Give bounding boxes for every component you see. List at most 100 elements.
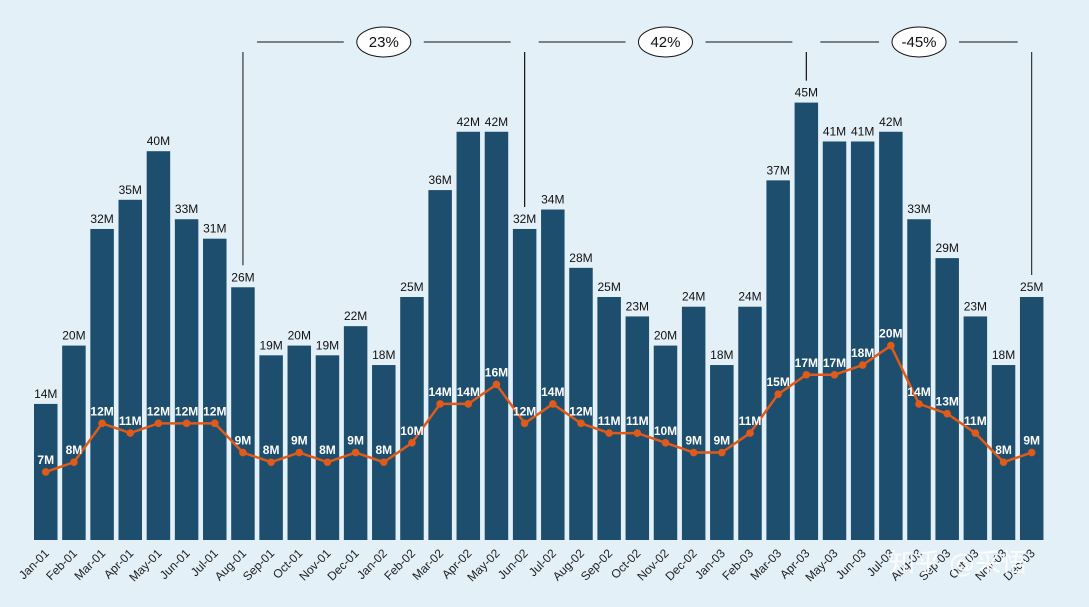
line-label-Oct-01: 9M bbox=[291, 434, 308, 448]
bar-label-Jan-03: 18M bbox=[710, 348, 733, 362]
annotation-2: -45% bbox=[805, 26, 1033, 275]
bar-Sep-02 bbox=[597, 297, 621, 540]
line-label-Mar-02: 14M bbox=[428, 385, 451, 399]
bar-label-Nov-03: 18M bbox=[992, 348, 1015, 362]
line-point-Jul-01 bbox=[210, 419, 219, 428]
line-label-Jun-03: 18M bbox=[851, 346, 874, 360]
line-point-Sep-01 bbox=[267, 458, 275, 467]
bar-label-Jun-02: 32M bbox=[513, 212, 536, 226]
line-point-Jul-02 bbox=[549, 400, 557, 408]
line-point-Oct-03 bbox=[971, 429, 980, 437]
line-label-Jul-03: 20M bbox=[879, 327, 902, 341]
bar-Mar-03 bbox=[766, 180, 790, 541]
line-point-Dec-01 bbox=[351, 448, 360, 457]
bar-Aug-03 bbox=[907, 219, 931, 541]
line-label-Oct-03: 11M bbox=[964, 414, 987, 428]
bar-label-Sep-02: 25M bbox=[597, 280, 620, 294]
annotation-0: 23% bbox=[242, 26, 526, 266]
bar-Mar-01 bbox=[90, 228, 114, 540]
line-label-Dec-02: 9M bbox=[685, 434, 702, 448]
line-point-Feb-03 bbox=[746, 429, 754, 437]
bar-label-May-02: 42M bbox=[485, 115, 508, 129]
tick-label-May-03: May-03 bbox=[802, 546, 840, 584]
line-label-Nov-02: 10M bbox=[654, 424, 677, 438]
line-label-Mar-03: 15M bbox=[766, 375, 789, 389]
line-point-Sep-02 bbox=[605, 429, 613, 437]
annotation-label: -45% bbox=[902, 34, 937, 51]
line-point-Oct-01 bbox=[295, 448, 304, 457]
bar-label-Aug-02: 28M bbox=[569, 251, 592, 265]
bar-Sep-01 bbox=[259, 355, 283, 540]
line-label-Jan-01: 7M bbox=[37, 453, 54, 467]
line-point-Aug-03 bbox=[915, 400, 923, 408]
bar-label-May-01: 40M bbox=[147, 134, 170, 148]
bar-label-May-03: 41M bbox=[823, 124, 846, 138]
line-point-Feb-01 bbox=[70, 458, 78, 467]
line-label-Jul-01: 12M bbox=[203, 404, 226, 418]
line-label-Mar-01: 12M bbox=[90, 404, 113, 418]
line-label-Feb-02: 10M bbox=[400, 424, 423, 438]
line-label-Sep-02: 11M bbox=[598, 414, 621, 428]
bar-May-01 bbox=[146, 151, 171, 540]
tick-label-Jun-03: Jun-03 bbox=[833, 546, 869, 582]
line-point-Dec-02 bbox=[689, 448, 698, 457]
line-label-Nov-01: 8M bbox=[319, 443, 336, 457]
line-label-Aug-02: 12M bbox=[569, 404, 592, 418]
bar-label-Mar-02: 36M bbox=[428, 173, 451, 187]
bar-label-Aug-01: 26M bbox=[231, 270, 254, 284]
bar-label-Apr-03: 45M bbox=[795, 86, 818, 100]
bar-label-Oct-02: 23M bbox=[626, 299, 649, 313]
line-point-Jun-03 bbox=[858, 361, 867, 369]
line-label-Aug-03: 14M bbox=[907, 385, 930, 399]
line-label-Nov-03: 8M bbox=[995, 443, 1012, 457]
line-point-Oct-02 bbox=[633, 429, 642, 437]
tick-label-Dec-02: Dec-02 bbox=[663, 546, 700, 583]
line-point-May-01 bbox=[154, 419, 163, 428]
bar-Jun-03 bbox=[850, 141, 875, 541]
line-point-Jun-01 bbox=[182, 419, 191, 428]
bar-Mar-02 bbox=[428, 190, 452, 540]
line-path bbox=[45, 343, 1033, 474]
bar-Jun-02 bbox=[512, 228, 537, 540]
bar-label-Jul-02: 34M bbox=[541, 193, 564, 207]
bar-Aug-01 bbox=[231, 287, 255, 540]
bar-label-Sep-01: 19M bbox=[259, 338, 282, 352]
line-label-Oct-02: 11M bbox=[626, 414, 649, 428]
bar-Jul-03 bbox=[879, 131, 903, 540]
tick-label-Mar-01: Mar-01 bbox=[71, 546, 108, 583]
annotation-ellipse bbox=[356, 26, 412, 58]
line-label-Jun-01: 12M bbox=[175, 404, 198, 418]
annotation-1: 42% bbox=[524, 26, 807, 207]
bar-Feb-03 bbox=[738, 306, 762, 540]
tick-label-Jun-02: Jun-02 bbox=[495, 546, 531, 582]
line-point-Mar-03 bbox=[774, 390, 782, 399]
line-label-May-03: 17M bbox=[823, 356, 846, 370]
bar-Aug-02 bbox=[569, 267, 593, 540]
bar-May-03 bbox=[822, 141, 847, 541]
x-axis-ticks: Jan-01Feb-01Mar-01Apr-01May-01Jun-01Jul-… bbox=[16, 546, 1038, 584]
bar-Jul-01 bbox=[203, 238, 227, 540]
annotation-label: 23% bbox=[369, 34, 399, 51]
line-point-Apr-01 bbox=[126, 429, 135, 437]
bar-label-Nov-01: 19M bbox=[316, 338, 339, 352]
line-label-Sep-01: 8M bbox=[263, 443, 280, 457]
bar-Feb-02 bbox=[400, 297, 424, 540]
line-label-Dec-03: 9M bbox=[1023, 434, 1040, 448]
tick-label-Mar-02: Mar-02 bbox=[409, 546, 446, 583]
bar-label-Jan-02: 18M bbox=[372, 348, 395, 362]
annotation-label: 42% bbox=[650, 34, 680, 51]
line-label-Feb-03: 11M bbox=[739, 414, 762, 428]
watermark: 知乎 @采悟 bbox=[889, 549, 1027, 579]
bar-labels-group: 14M 20M 32M 35M 40M 33M 31M 26M 19M 20M 19M 22M 18M 2… bbox=[34, 86, 1043, 401]
line-labels-group: 7M 8M 12M 11M 12M 12M 12M 9M 8M 9M 8M 9M 8M 10M 14M 14M… bbox=[37, 327, 1040, 467]
bar-label-Feb-02: 25M bbox=[400, 280, 423, 294]
annotation-ellipse bbox=[891, 26, 947, 58]
bar-Apr-01 bbox=[118, 199, 143, 541]
bar-label-Feb-03: 24M bbox=[738, 290, 761, 304]
bar-label-Jan-01: 14M bbox=[34, 387, 57, 401]
line-label-May-02: 16M bbox=[485, 365, 508, 379]
line-point-May-03 bbox=[830, 370, 839, 379]
bar-Jul-02 bbox=[541, 209, 565, 540]
bar-Dec-03 bbox=[1019, 297, 1044, 540]
bars-group bbox=[34, 102, 1044, 541]
